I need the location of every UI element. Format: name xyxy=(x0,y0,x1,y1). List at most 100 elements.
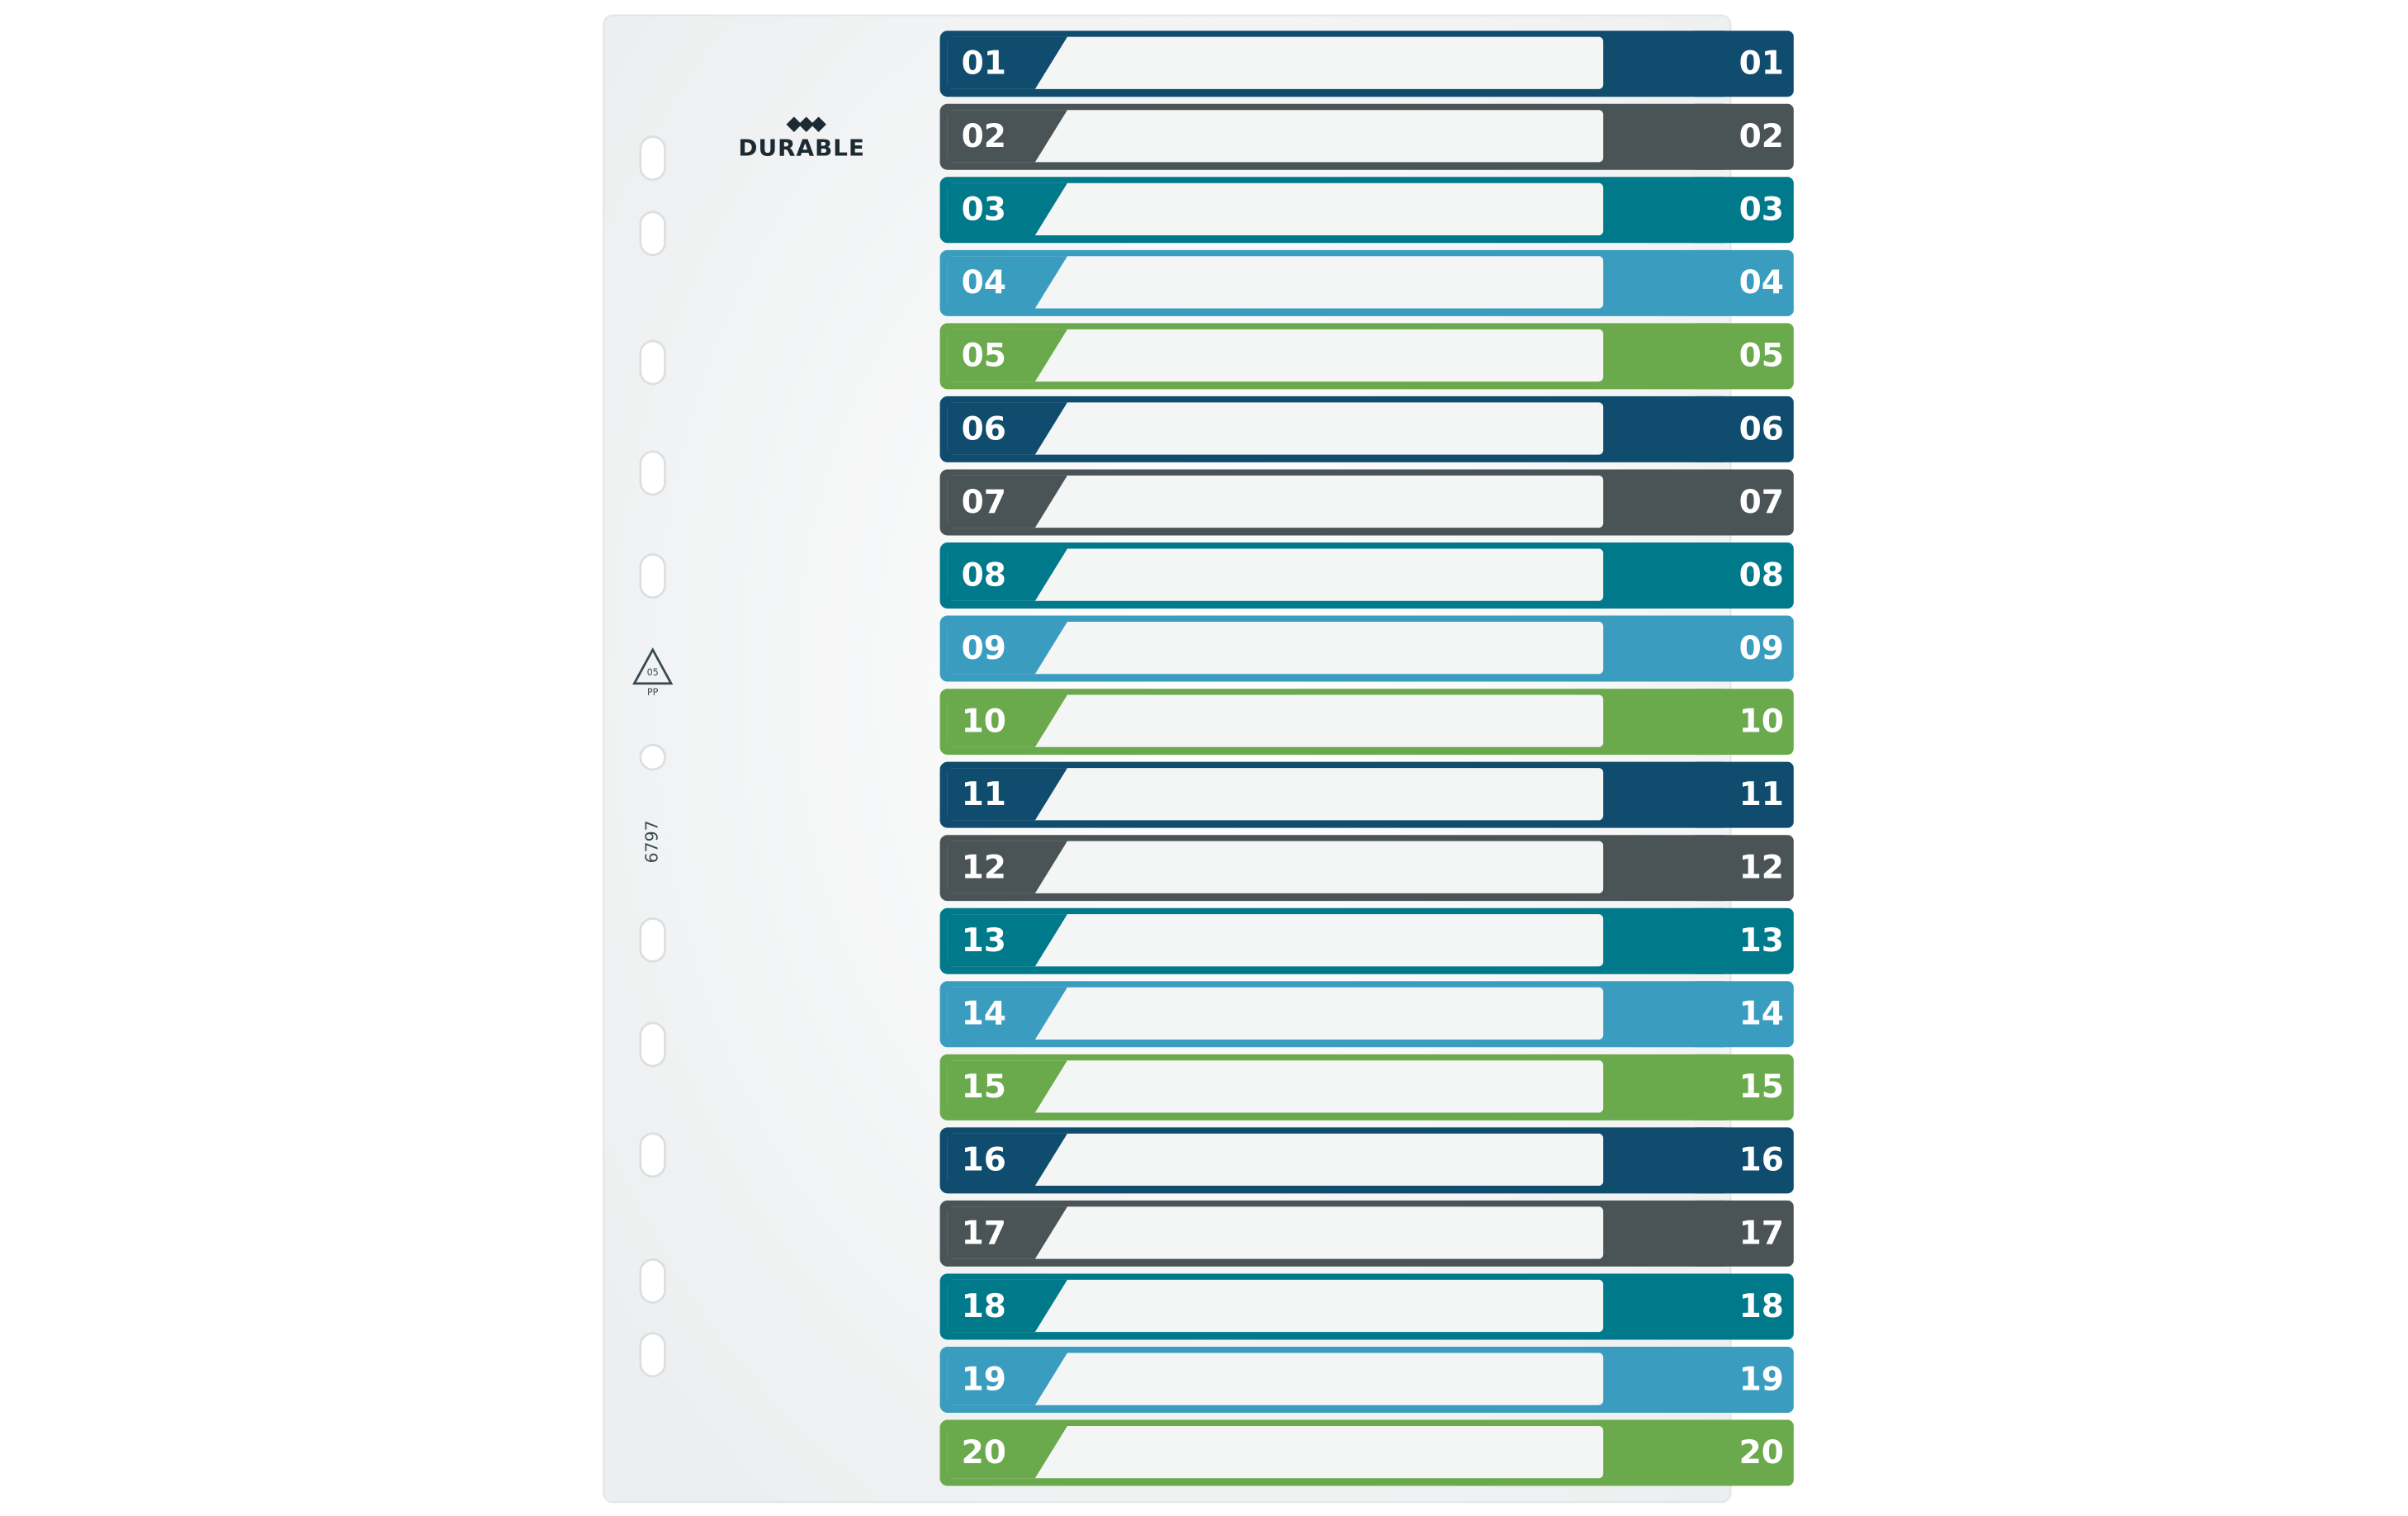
tab-label-left: 03 xyxy=(962,192,1006,229)
tab-label-left: 10 xyxy=(962,703,1006,740)
punch-hole xyxy=(639,450,666,496)
tab-label-left: 12 xyxy=(962,850,1006,887)
tab-field xyxy=(947,1133,1604,1187)
tab-label-shape xyxy=(947,256,1067,309)
tab-label-left: 08 xyxy=(962,557,1006,594)
tab-label-shape xyxy=(947,694,1067,747)
tab-field xyxy=(947,768,1604,821)
tab-row: 12 12 xyxy=(939,835,1794,902)
recycle-triangle xyxy=(632,647,674,685)
punch-hole xyxy=(639,1132,666,1178)
tab-row: 20 20 xyxy=(939,1419,1794,1486)
tab-label-shape xyxy=(947,1425,1067,1479)
tab-label-right: 12 xyxy=(1739,850,1784,887)
tab-label-right: 05 xyxy=(1739,338,1784,375)
tab-field xyxy=(947,1353,1604,1405)
tab-label-left: 18 xyxy=(962,1288,1006,1325)
tab-field xyxy=(947,182,1604,235)
tab-label-left: 04 xyxy=(962,264,1006,301)
tab-row: 11 11 xyxy=(939,761,1794,828)
tab-field xyxy=(947,622,1604,675)
tab-row: 04 04 xyxy=(939,249,1794,316)
tab-label-right: 06 xyxy=(1739,410,1784,448)
tab-row: 06 06 xyxy=(939,396,1794,462)
tab-label-right: 07 xyxy=(1739,484,1784,521)
product-code: 6797 xyxy=(642,820,662,863)
tab-label-left: 02 xyxy=(962,118,1006,155)
tab-field xyxy=(947,914,1604,967)
tab-label-left: 15 xyxy=(962,1068,1006,1106)
tab-label-shape xyxy=(947,1133,1067,1187)
brand-logo: DURABLE xyxy=(738,116,864,161)
recycle-code: 05 xyxy=(647,667,659,678)
tab-row: 19 19 xyxy=(939,1347,1794,1413)
tab-label-left: 01 xyxy=(962,45,1006,83)
punch-hole xyxy=(639,743,666,771)
tab-label-shape xyxy=(947,1206,1067,1259)
tab-label-shape xyxy=(947,768,1067,821)
tab-label-shape xyxy=(947,548,1067,601)
punch-hole xyxy=(639,917,666,963)
tab-field xyxy=(947,256,1604,309)
tab-label-shape xyxy=(947,475,1067,528)
tab-row: 03 03 xyxy=(939,177,1794,244)
tab-label-right: 17 xyxy=(1739,1215,1784,1252)
tab-label-left: 13 xyxy=(962,922,1006,959)
logo-mark xyxy=(786,116,826,132)
tab-row: 14 14 xyxy=(939,981,1794,1048)
tab-label-right: 13 xyxy=(1739,922,1784,959)
tab-field xyxy=(947,694,1604,747)
tab-field xyxy=(947,402,1604,455)
punch-hole xyxy=(639,1021,666,1068)
tab-field xyxy=(947,548,1604,601)
tab-field xyxy=(947,329,1604,382)
tab-label-right: 09 xyxy=(1739,630,1784,667)
punch-hole xyxy=(639,211,666,257)
tab-label-shape xyxy=(947,1279,1067,1333)
tab-label-right: 02 xyxy=(1739,118,1784,155)
tab-label-right: 08 xyxy=(1739,557,1784,594)
tab-label-left: 19 xyxy=(962,1361,1006,1398)
tab-field xyxy=(947,1279,1604,1333)
punch-holes xyxy=(639,135,666,1378)
tab-row: 15 15 xyxy=(939,1054,1794,1120)
tab-label-left: 05 xyxy=(962,338,1006,375)
tab-label-shape xyxy=(947,182,1067,235)
tab-label-shape xyxy=(947,1353,1067,1405)
tab-label-shape xyxy=(947,622,1067,675)
tab-label-right: 10 xyxy=(1739,703,1784,740)
recycle-symbol: 05 PP xyxy=(632,647,674,698)
tab-row: 18 18 xyxy=(939,1273,1794,1340)
tab-label-shape xyxy=(947,1060,1067,1113)
tab-field xyxy=(947,1206,1604,1259)
brand-name: DURABLE xyxy=(738,134,864,161)
tab-label-right: 16 xyxy=(1739,1142,1784,1179)
tab-label-left: 07 xyxy=(962,484,1006,521)
tab-row: 10 10 xyxy=(939,689,1794,756)
tab-field xyxy=(947,110,1604,163)
punch-hole xyxy=(639,553,666,599)
tab-label-right: 04 xyxy=(1739,264,1784,301)
tab-row: 01 01 xyxy=(939,31,1794,97)
tab-row: 07 07 xyxy=(939,469,1794,536)
tab-label-left: 16 xyxy=(962,1142,1006,1179)
recycle-material: PP xyxy=(647,687,659,698)
tab-row: 17 17 xyxy=(939,1200,1794,1267)
tab-row: 05 05 xyxy=(939,323,1794,390)
tab-field xyxy=(947,36,1604,89)
tab-label-left: 14 xyxy=(962,996,1006,1033)
punch-hole xyxy=(639,1332,666,1378)
tab-label-right: 15 xyxy=(1739,1068,1784,1106)
tab-field xyxy=(947,987,1604,1040)
tab-field xyxy=(947,1060,1604,1113)
tab-label-right: 11 xyxy=(1739,776,1784,813)
tab-label-left: 17 xyxy=(962,1215,1006,1252)
tab-row: 09 09 xyxy=(939,615,1794,682)
tab-label-left: 09 xyxy=(962,630,1006,667)
tab-label-shape xyxy=(947,841,1067,893)
tab-label-right: 01 xyxy=(1739,45,1784,83)
tab-label-shape xyxy=(947,329,1067,382)
